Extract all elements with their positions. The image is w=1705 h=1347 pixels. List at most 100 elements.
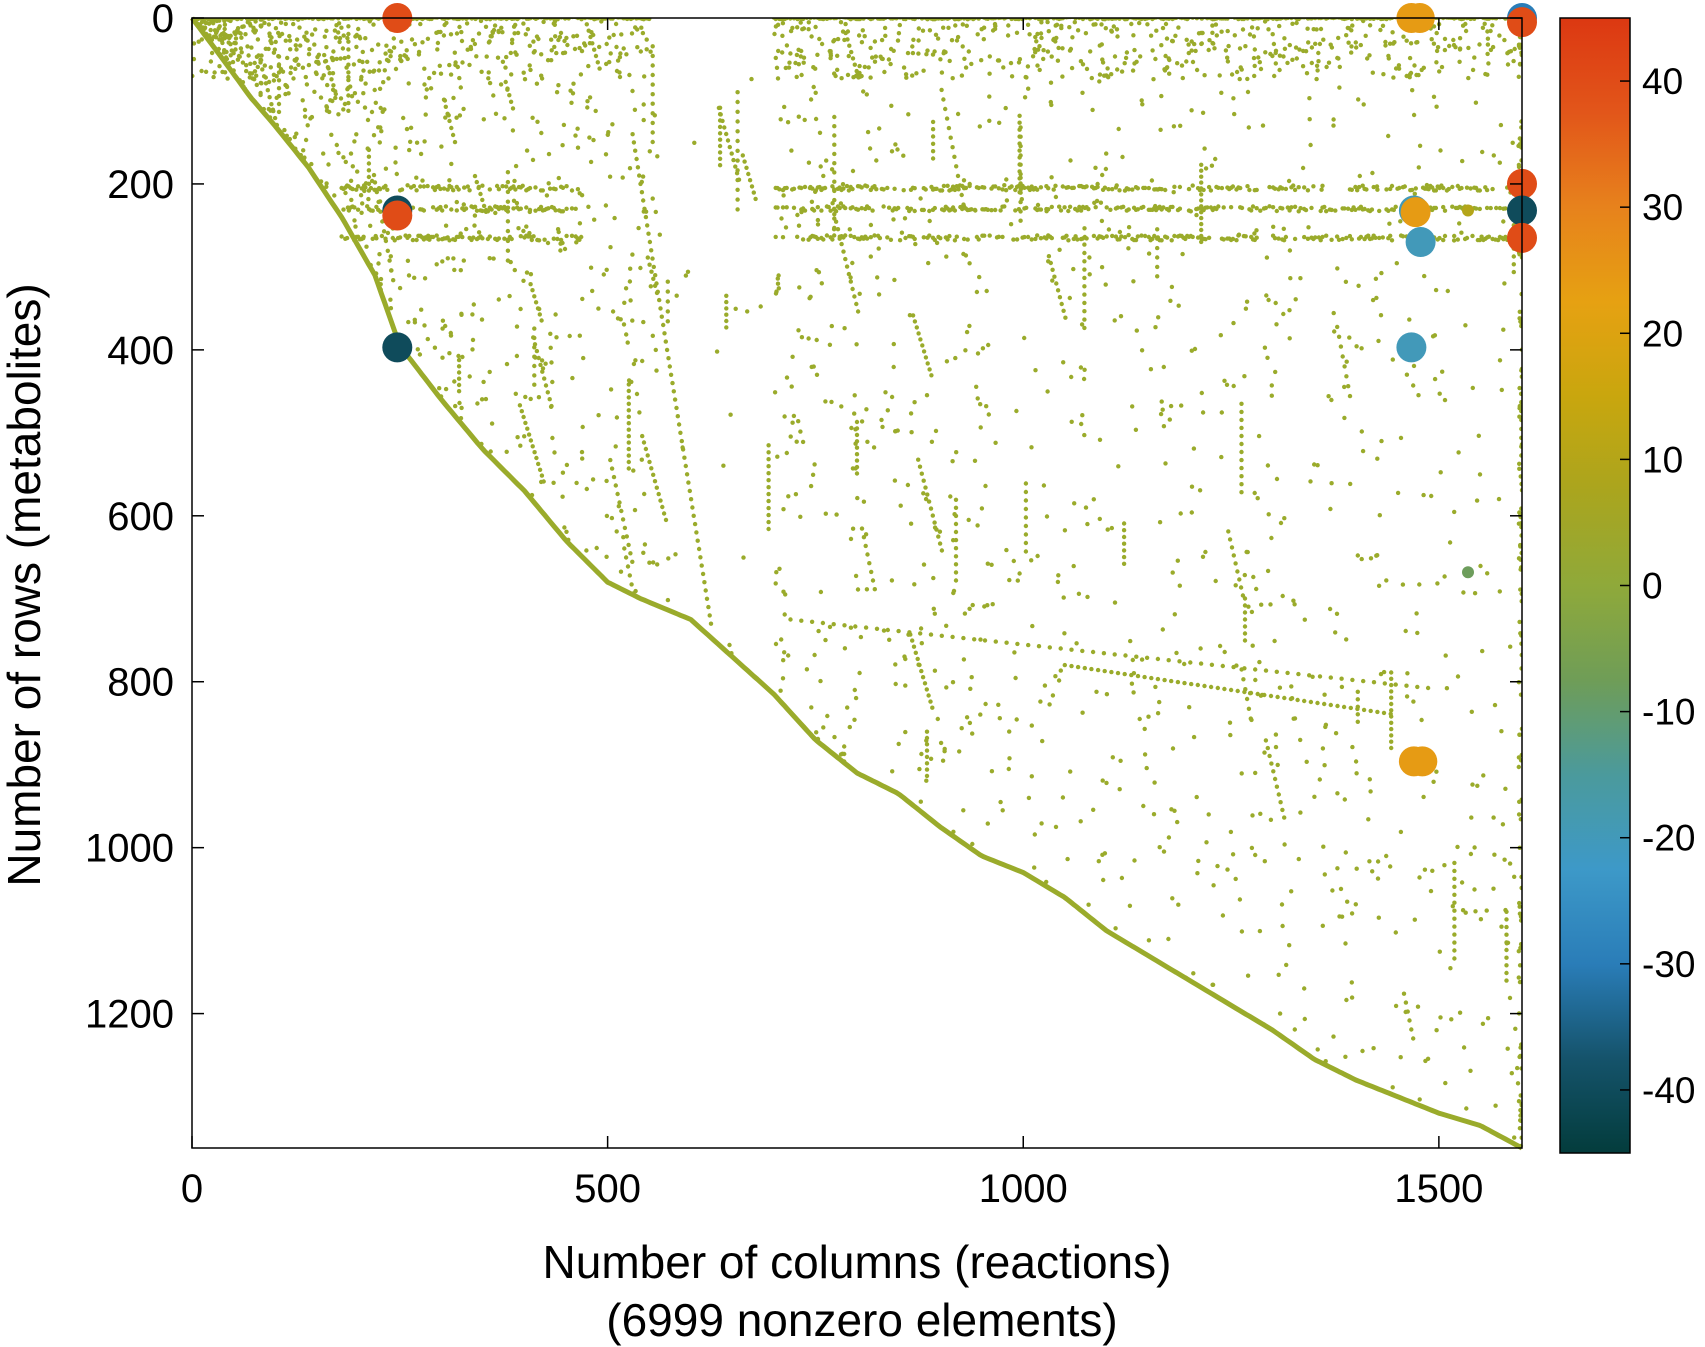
matrix-entry-point	[1176, 25, 1181, 30]
matrix-entry-point	[447, 62, 452, 68]
matrix-entry-point	[1076, 591, 1082, 596]
matrix-entry-point	[1314, 63, 1320, 68]
matrix-entry-point	[942, 749, 947, 754]
matrix-entry-point	[856, 75, 861, 80]
matrix-entry-point	[449, 161, 454, 167]
matrix-entry-point	[1434, 104, 1439, 109]
matrix-entry-point	[1177, 659, 1182, 664]
matrix-entry-point	[341, 155, 346, 160]
matrix-entry-point	[1004, 177, 1009, 182]
matrix-entry-point	[918, 196, 923, 201]
matrix-entry-point	[1110, 755, 1116, 760]
matrix-entry-point	[471, 235, 476, 240]
matrix-entry-point	[967, 720, 973, 726]
matrix-entry-point	[532, 450, 537, 455]
matrix-entry-point	[1161, 424, 1167, 429]
matrix-entry-point	[1452, 892, 1457, 897]
matrix-entry-point	[1255, 496, 1260, 501]
matrix-entry-point	[1281, 311, 1286, 317]
matrix-entry-point	[1468, 1068, 1473, 1074]
matrix-entry-point	[453, 60, 458, 65]
matrix-entry-point	[1511, 254, 1517, 259]
matrix-entry-point	[747, 178, 753, 183]
matrix-entry-point	[1026, 86, 1031, 91]
matrix-entry-point	[835, 227, 841, 232]
matrix-entry-point	[321, 151, 326, 156]
matrix-entry-point	[1179, 63, 1185, 68]
matrix-entry-point	[1244, 549, 1249, 555]
matrix-entry-point	[648, 284, 653, 289]
matrix-entry-point	[472, 41, 478, 47]
matrix-entry-point	[648, 49, 653, 54]
matrix-entry-point	[1273, 732, 1279, 737]
matrix-entry-point	[818, 589, 824, 595]
matrix-entry-point	[911, 644, 917, 649]
matrix-entry-point	[843, 233, 848, 238]
matrix-entry-point	[1451, 238, 1457, 243]
matrix-entry-point	[850, 526, 856, 531]
matrix-entry-point	[1370, 869, 1375, 874]
matrix-entry-point	[1517, 900, 1522, 906]
matrix-entry-point	[879, 417, 884, 423]
matrix-entry-point	[1237, 46, 1243, 51]
matrix-entry-point	[554, 335, 559, 340]
matrix-entry-point	[1331, 117, 1336, 122]
matrix-entry-point	[352, 139, 357, 144]
matrix-entry-point	[1402, 184, 1408, 189]
matrix-entry-point	[571, 81, 576, 86]
matrix-entry-point	[923, 485, 928, 490]
matrix-entry-point	[1191, 446, 1197, 451]
matrix-entry-point	[352, 205, 357, 210]
matrix-entry-point	[910, 73, 915, 78]
matrix-entry-point	[1027, 187, 1033, 193]
matrix-entry-point	[1461, 1045, 1467, 1050]
matrix-entry-point	[956, 187, 961, 192]
matrix-entry-point	[1430, 334, 1436, 339]
matrix-entry-point	[1131, 33, 1136, 38]
matrix-entry-point	[1217, 73, 1222, 78]
matrix-entry-point	[879, 56, 885, 61]
matrix-entry-point	[925, 361, 930, 366]
matrix-entry-point	[505, 219, 511, 224]
matrix-entry-point	[418, 184, 423, 189]
matrix-entry-point	[1228, 687, 1234, 693]
matrix-entry-point	[1290, 21, 1295, 26]
matrix-entry-point	[1186, 186, 1192, 192]
matrix-entry-point	[1199, 186, 1204, 191]
matrix-entry-point	[1101, 651, 1107, 656]
matrix-entry-point	[346, 70, 351, 75]
matrix-entry-point	[412, 275, 417, 280]
matrix-entry-point	[282, 127, 287, 133]
matrix-entry-point	[447, 178, 452, 183]
matrix-entry-point	[373, 100, 378, 106]
matrix-entry-point	[957, 749, 962, 754]
matrix-entry-point	[850, 168, 856, 174]
matrix-entry-point	[1463, 28, 1469, 34]
matrix-entry-point	[1132, 47, 1137, 53]
matrix-entry-point	[1457, 47, 1463, 52]
matrix-entry-point	[1160, 627, 1166, 632]
matrix-entry-point	[967, 181, 972, 187]
matrix-entry-point	[1318, 208, 1323, 214]
matrix-entry-point	[1004, 198, 1010, 203]
matrix-entry-point	[751, 190, 756, 195]
matrix-entry-point	[1304, 759, 1309, 764]
matrix-entry-point	[1080, 62, 1086, 67]
matrix-entry-point	[1230, 236, 1236, 242]
matrix-entry-point	[505, 86, 510, 91]
matrix-entry-point	[496, 28, 501, 34]
matrix-entry-point	[848, 279, 853, 284]
matrix-entry-point	[1155, 245, 1160, 251]
matrix-entry-point	[1287, 42, 1293, 48]
matrix-entry-point	[1516, 812, 1522, 817]
matrix-entry-point	[1232, 111, 1237, 117]
matrix-entry-point	[852, 294, 857, 299]
matrix-entry-point	[1035, 47, 1041, 52]
matrix-entry-point	[1082, 432, 1087, 438]
matrix-entry-point	[843, 30, 848, 36]
matrix-entry-point	[1083, 505, 1089, 510]
matrix-entry-point	[952, 187, 958, 193]
matrix-entry-point	[1048, 80, 1054, 85]
matrix-entry-point	[504, 449, 509, 454]
matrix-entry-point	[1060, 184, 1066, 189]
